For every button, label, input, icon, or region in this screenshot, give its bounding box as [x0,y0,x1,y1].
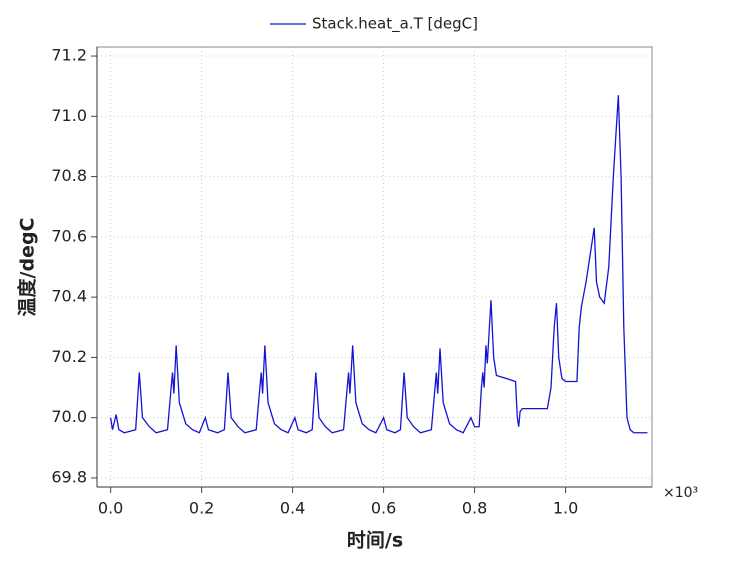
plot-frame [96,46,653,488]
y-tick-label: 70.6 [51,226,87,245]
y-tick-label: 70.8 [51,166,87,185]
y-tick-label: 70.4 [51,287,87,306]
y-tick-label: 70.2 [51,347,87,366]
data-line [110,95,648,434]
y-tick-label: 69.8 [51,467,87,486]
x-tick-label: 1.0 [553,499,578,518]
x-tick-label: 0.6 [371,499,396,518]
legend-label: Stack.heat_a.T [degC] [312,15,478,34]
y-axis-label: 温度/degC [16,218,39,317]
y-tick-label: 71.2 [51,46,87,65]
x-tick-label: 0.2 [189,499,214,518]
x-tick-label: 0.4 [280,499,305,518]
y-tick-label: 70.0 [51,407,87,426]
x-multiplier: ×10³ [663,485,698,501]
x-axis-label: 时间/s [347,530,403,552]
x-tick-label: 0.0 [98,499,123,518]
y-tick-label: 71.0 [51,106,87,125]
x-tick-label: 0.8 [462,499,487,518]
